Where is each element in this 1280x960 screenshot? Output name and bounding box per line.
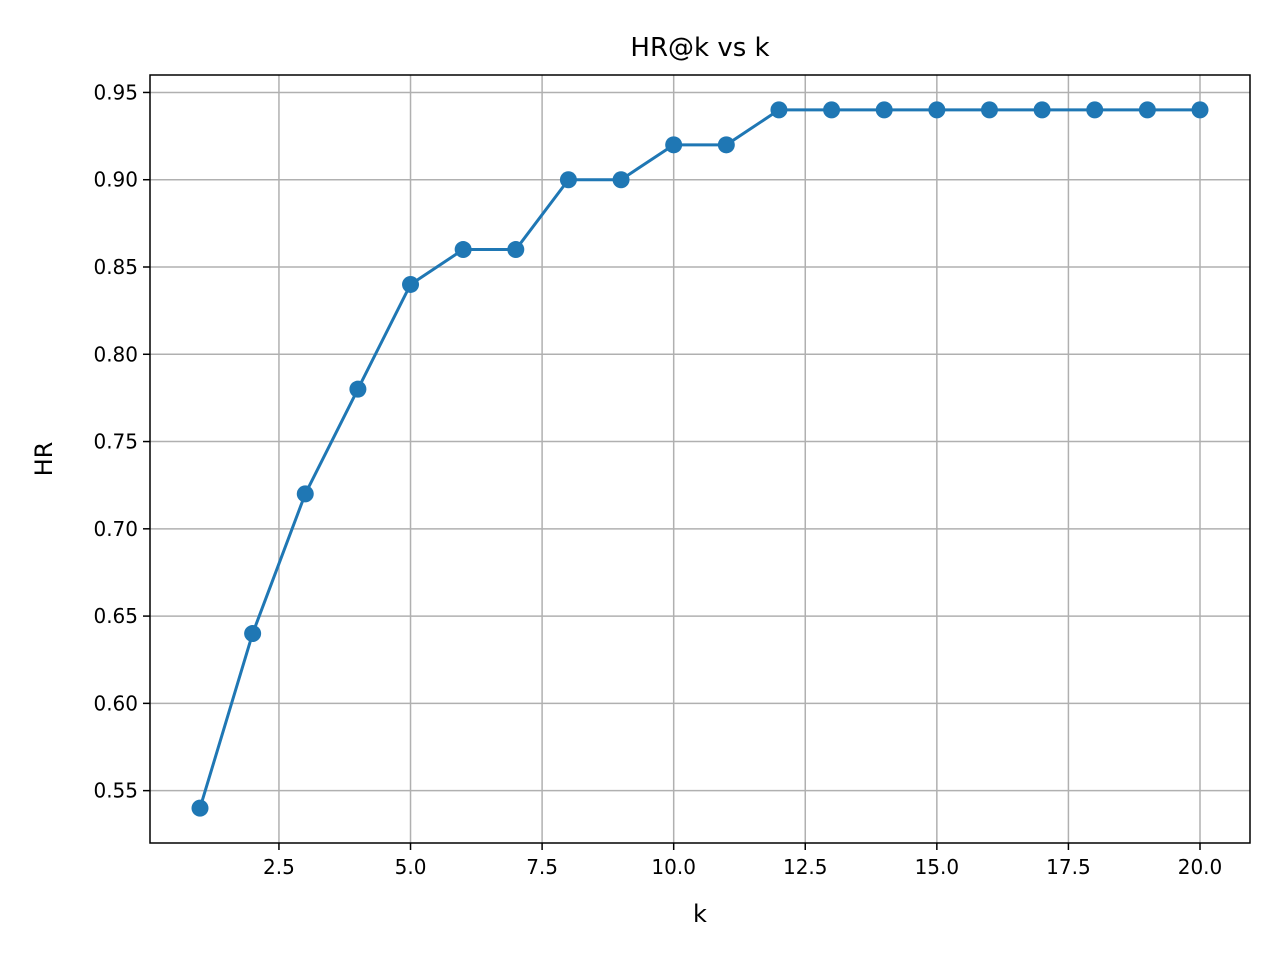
data-point (1138, 101, 1156, 119)
data-points (191, 101, 1209, 817)
data-point (980, 101, 998, 119)
data-point (1191, 101, 1209, 119)
x-tick-label: 10.0 (651, 855, 696, 879)
y-tick-label: 0.90 (93, 168, 138, 192)
y-axis-ticks: 0.55 0.60 0.65 0.70 0.75 0.80 0.85 0.90 0.95 (93, 80, 150, 803)
data-point (191, 799, 209, 817)
data-point (612, 171, 630, 189)
x-tick-label: 15.0 (915, 855, 960, 879)
y-tick-label: 0.60 (93, 691, 138, 715)
data-point (454, 241, 472, 259)
data-point (507, 241, 525, 259)
data-point (402, 275, 420, 293)
data-point (665, 136, 683, 154)
y-tick-label: 0.80 (93, 342, 138, 366)
data-point (296, 485, 314, 503)
x-tick-label: 5.0 (395, 855, 427, 879)
x-tick-label: 17.5 (1046, 855, 1091, 879)
x-tick-label: 20.0 (1178, 855, 1223, 879)
data-point (928, 101, 946, 119)
data-point (875, 101, 893, 119)
data-point (1033, 101, 1051, 119)
y-axis-label: HR (30, 442, 58, 477)
data-point (717, 136, 735, 154)
chart-title: HR@k vs k (630, 33, 769, 63)
data-point (244, 625, 262, 643)
y-tick-label: 0.65 (93, 604, 138, 628)
series-line (198, 108, 1200, 809)
y-tick-label: 0.55 (93, 779, 138, 803)
y-tick-label: 0.70 (93, 517, 138, 541)
y-tick-label: 0.75 (93, 430, 138, 454)
y-tick-label: 0.85 (93, 255, 138, 279)
data-point (559, 171, 577, 189)
x-tick-label: 7.5 (526, 855, 558, 879)
data-point (823, 101, 841, 119)
grid (150, 75, 1250, 843)
y-tick-label: 0.95 (93, 80, 138, 104)
x-axis-label: k (693, 900, 707, 928)
series-line-group (198, 108, 1200, 809)
data-point (1086, 101, 1104, 119)
x-tick-label: 2.5 (263, 855, 295, 879)
x-axis-ticks: 2.5 5.0 7.5 10.0 12.5 15.0 17.5 20.0 (263, 843, 1222, 879)
plot-area-frame (149, 74, 1251, 844)
x-tick-label: 12.5 (783, 855, 828, 879)
data-point (349, 380, 367, 398)
data-point (770, 101, 788, 119)
